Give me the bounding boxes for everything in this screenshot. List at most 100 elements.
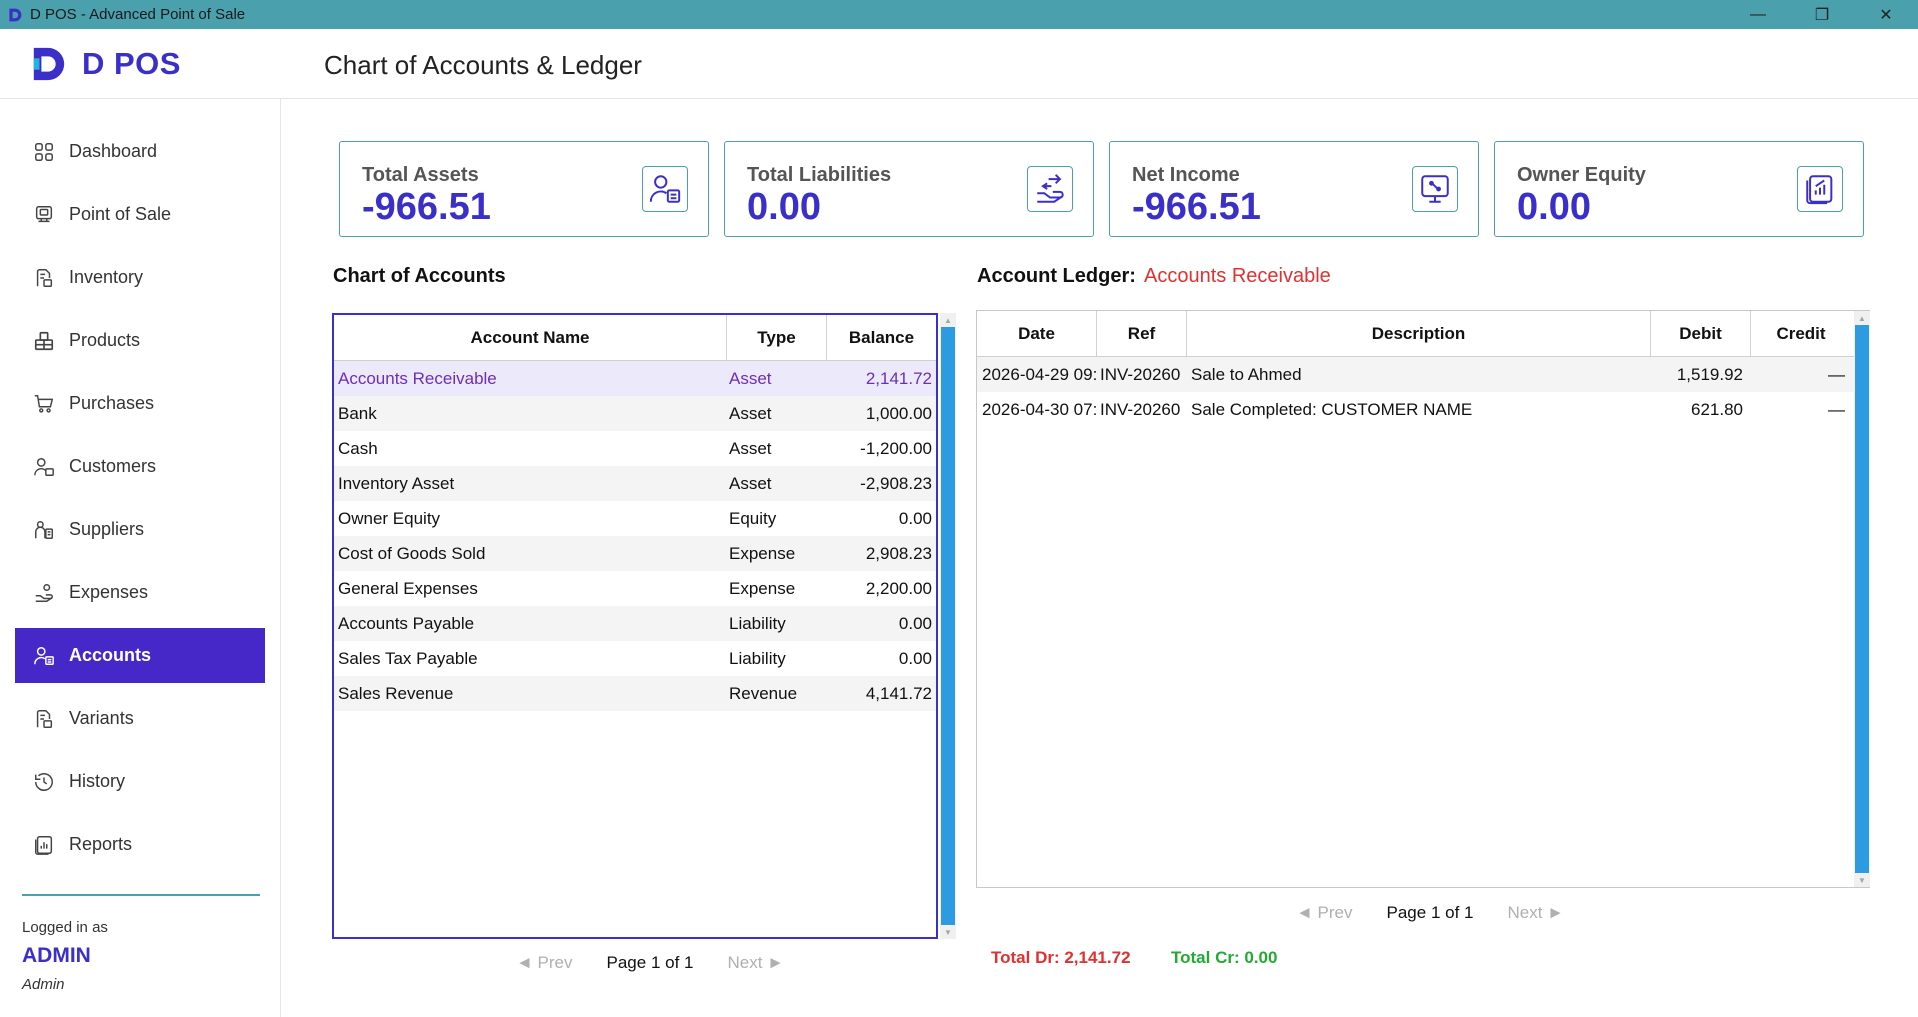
card-value: 0.00 [747, 186, 821, 228]
cart-icon [32, 392, 56, 416]
cell-account-name: Owner Equity [338, 508, 441, 528]
sidebar-item-purchases[interactable]: Purchases [15, 376, 265, 431]
cell-description: Sale to Ahmed [1191, 364, 1302, 384]
sidebar-item-variants[interactable]: Variants [15, 691, 265, 746]
minimize-icon[interactable]: — [1750, 5, 1766, 23]
sidebar-item-history[interactable]: History [15, 754, 265, 809]
card-title: Owner Equity [1517, 164, 1646, 186]
sidebar-divider [22, 894, 260, 896]
ledger-scrollbar-thumb[interactable] [1855, 325, 1869, 873]
column-debit[interactable]: Debit [1651, 311, 1751, 357]
brand: D POS [30, 45, 181, 83]
sidebar-item-label: Variants [69, 708, 134, 728]
column-balance[interactable]: Balance [848, 328, 915, 347]
ledger-scrollbar[interactable]: ▲ ▼ [1854, 311, 1870, 887]
accounts-pager: ◄ Prev Page 1 of 1 Next ► [516, 953, 784, 973]
accounts-table: Account Name Type Balance Accounts Recei… [332, 313, 938, 939]
table-row[interactable]: Accounts Payable Liability 0.00 [334, 606, 936, 641]
restore-icon[interactable]: ❐ [1814, 6, 1830, 24]
sidebar-item-label: History [69, 771, 126, 791]
column-type[interactable]: Type [727, 315, 827, 361]
accounts-prev-button[interactable]: ◄ Prev [516, 953, 573, 972]
cell-balance: 1,000.00 [865, 403, 932, 423]
cell-account-name: Sales Revenue [338, 683, 454, 703]
ledger-next-button[interactable]: Next ► [1507, 903, 1564, 922]
logged-in-label: Logged in as [22, 919, 108, 936]
window-titlebar: D POS - Advanced Point of Sale — ❐ ✕ [0, 0, 1918, 29]
customers-icon [32, 455, 56, 479]
table-row[interactable]: Cost of Goods Sold Expense 2,908.23 [334, 536, 936, 571]
history-icon [32, 770, 56, 794]
sidebar-item-dashboard[interactable]: Dashboard [15, 124, 265, 179]
sidebar-item-label: Point of Sale [69, 204, 172, 224]
card-value: 0.00 [1517, 186, 1591, 228]
window-title: D POS - Advanced Point of Sale [30, 6, 246, 23]
sidebar-item-products[interactable]: Products [15, 313, 265, 368]
scroll-up-icon[interactable]: ▲ [944, 315, 952, 325]
column-ref[interactable]: Ref [1097, 311, 1187, 357]
scroll-down-icon[interactable]: ▼ [944, 927, 952, 937]
variants-icon [32, 707, 56, 731]
column-date[interactable]: Date [977, 311, 1097, 357]
scroll-up-icon[interactable]: ▲ [1858, 313, 1866, 323]
scroll-down-icon[interactable]: ▼ [1858, 875, 1866, 885]
sidebar-item-customers[interactable]: Customers [15, 439, 265, 494]
accounts-next-button[interactable]: Next ► [727, 953, 784, 972]
close-icon[interactable]: ✕ [1879, 6, 1893, 24]
sidebar-item-point-of-sale[interactable]: Point of Sale [15, 187, 265, 242]
cell-balance: 2,200.00 [865, 578, 932, 598]
accounts-table-header: Account Name Type Balance [334, 315, 936, 361]
sidebar-item-reports[interactable]: Reports [15, 817, 265, 872]
cell-type: Revenue [729, 683, 798, 703]
table-row[interactable]: Bank Asset 1,000.00 [334, 396, 936, 431]
brand-name: D POS [82, 46, 181, 81]
table-row[interactable]: Sales Revenue Revenue 4,141.72 [334, 676, 936, 711]
ledger-table-body: 2026-04-29 09: INV-20260 Sale to Ahmed 1,51… [977, 357, 1869, 427]
cell-credit: — [1828, 364, 1845, 384]
cell-balance: 2,908.23 [865, 543, 932, 563]
sidebar-item-label: Dashboard [69, 141, 158, 161]
column-description[interactable]: Description [1187, 311, 1651, 357]
sidebar-item-accounts[interactable]: Accounts [15, 628, 265, 683]
cell-account-name: Cash [338, 438, 378, 458]
cell-credit: — [1828, 399, 1845, 419]
table-row[interactable]: General Expenses Expense 2,200.00 [334, 571, 936, 606]
table-row[interactable]: Owner Equity Equity 0.00 [334, 501, 936, 536]
cell-account-name: Bank [338, 403, 377, 423]
table-row[interactable]: 2026-04-29 09: INV-20260 Sale to Ahmed 1,51… [977, 357, 1869, 392]
ledger-heading: Account Ledger: [977, 265, 1136, 287]
app-header: D POS Chart of Accounts & Ledger [0, 29, 1918, 99]
cell-type: Liability [729, 613, 786, 633]
column-credit[interactable]: Credit [1776, 324, 1826, 343]
products-icon [32, 329, 56, 353]
sidebar-item-expenses[interactable]: Expenses [15, 565, 265, 620]
card-net-income: Net Income -966.51 [1109, 141, 1479, 237]
sidebar-item-label: Reports [69, 834, 133, 854]
cell-debit: 621.80 [1691, 399, 1743, 419]
suppliers-icon [32, 518, 56, 542]
net-income-icon [1412, 166, 1458, 212]
sidebar-item-suppliers[interactable]: Suppliers [15, 502, 265, 557]
cell-type: Asset [729, 438, 772, 458]
ledger-page-label: Page 1 of 1 [1386, 903, 1474, 922]
sidebar-item-label: Purchases [69, 393, 155, 413]
table-row[interactable]: Accounts Receivable Asset 2,141.72 [334, 361, 936, 396]
logged-in-role: Admin [22, 976, 65, 993]
table-row[interactable]: Inventory Asset Asset -2,908.23 [334, 466, 936, 501]
table-row[interactable]: Sales Tax Payable Liability 0.00 [334, 641, 936, 676]
sidebar-item-inventory[interactable]: Inventory [15, 250, 265, 305]
table-row[interactable]: Cash Asset -1,200.00 [334, 431, 936, 466]
sidebar-item-label: Expenses [69, 582, 149, 602]
ledger-table: Date Ref Description Debit Credit 2026-0… [976, 310, 1870, 888]
column-account-name[interactable]: Account Name [334, 315, 727, 361]
accounts-scrollbar[interactable]: ▲ ▼ [940, 313, 956, 939]
table-row[interactable]: 2026-04-30 07: INV-20260 Sale Completed: C… [977, 392, 1869, 427]
accounts-table-body: Accounts Receivable Asset 2,141.72 Bank Ass… [334, 361, 936, 711]
card-title: Total Assets [362, 164, 479, 186]
accounts-scrollbar-thumb[interactable] [941, 327, 955, 925]
logged-in-user: ADMIN [22, 944, 91, 967]
sidebar-item-label: Products [69, 330, 141, 350]
ledger-prev-button[interactable]: ◄ Prev [1296, 903, 1353, 922]
ledger-table-header: Date Ref Description Debit Credit [977, 311, 1869, 357]
dashboard-grid-icon [32, 140, 56, 164]
